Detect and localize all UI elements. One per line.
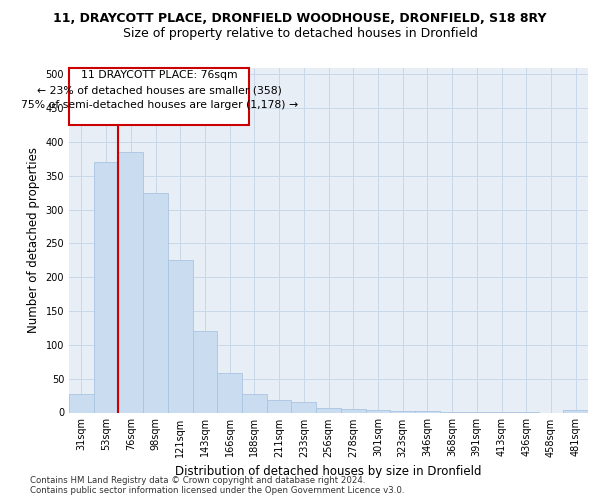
Bar bbox=[118, 152, 143, 412]
Text: 11, DRAYCOTT PLACE, DRONFIELD WOODHOUSE, DRONFIELD, S18 8RY: 11, DRAYCOTT PLACE, DRONFIELD WOODHOUSE,… bbox=[53, 12, 547, 26]
Bar bbox=[365, 410, 390, 412]
Bar bbox=[217, 374, 242, 412]
Bar bbox=[143, 192, 168, 412]
Bar bbox=[390, 411, 415, 412]
Y-axis label: Number of detached properties: Number of detached properties bbox=[27, 147, 40, 333]
Bar bbox=[94, 162, 118, 412]
Bar bbox=[242, 394, 267, 412]
Text: Contains HM Land Registry data © Crown copyright and database right 2024.
Contai: Contains HM Land Registry data © Crown c… bbox=[30, 476, 404, 495]
Bar bbox=[267, 400, 292, 412]
Bar bbox=[415, 411, 440, 412]
Bar bbox=[292, 402, 316, 412]
Bar bbox=[341, 409, 365, 412]
Bar bbox=[563, 410, 588, 412]
Bar bbox=[193, 332, 217, 412]
Bar bbox=[69, 68, 250, 125]
Bar bbox=[168, 260, 193, 412]
Text: 11 DRAYCOTT PLACE: 76sqm
← 23% of detached houses are smaller (358)
75% of semi-: 11 DRAYCOTT PLACE: 76sqm ← 23% of detach… bbox=[20, 70, 298, 110]
Text: Size of property relative to detached houses in Dronfield: Size of property relative to detached ho… bbox=[122, 28, 478, 40]
X-axis label: Distribution of detached houses by size in Dronfield: Distribution of detached houses by size … bbox=[175, 465, 482, 478]
Bar bbox=[316, 408, 341, 412]
Bar bbox=[69, 394, 94, 412]
